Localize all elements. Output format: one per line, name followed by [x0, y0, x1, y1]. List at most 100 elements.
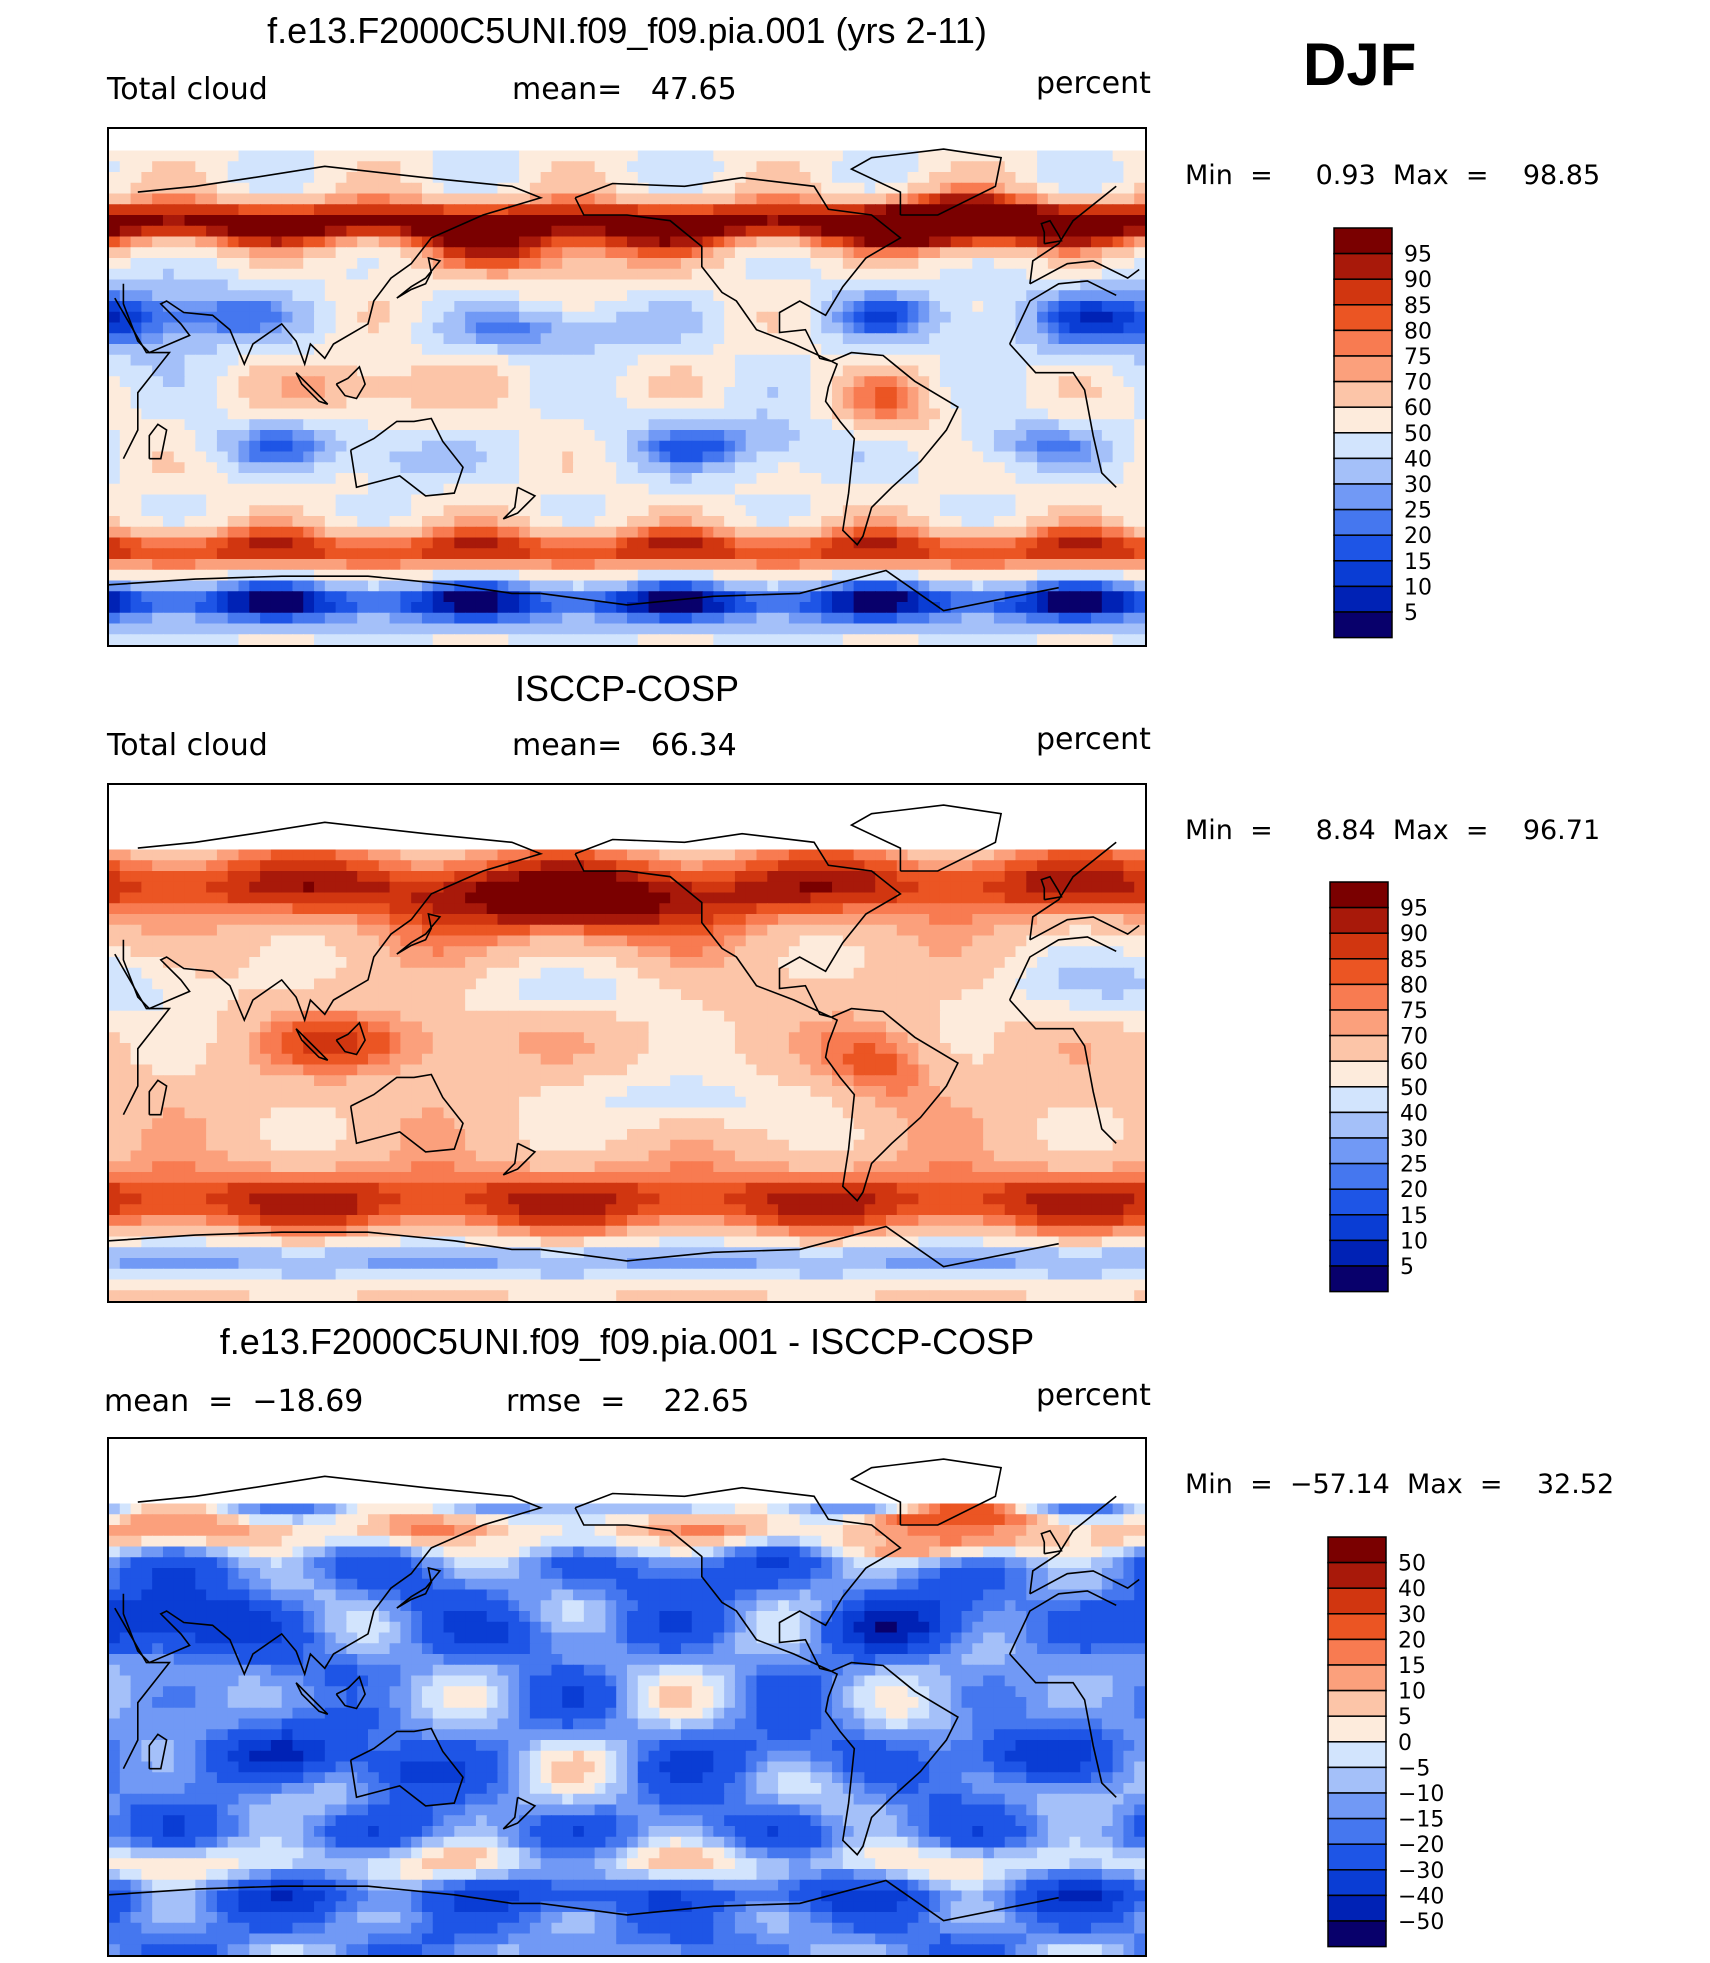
field-cell	[421, 569, 434, 582]
field-cell	[767, 182, 779, 195]
field-cell	[1123, 182, 1135, 195]
field-cell	[724, 344, 736, 356]
field-cell	[583, 569, 596, 582]
field-cell	[983, 483, 995, 496]
field-cell	[756, 516, 768, 528]
field-cell	[475, 301, 488, 313]
field-cell	[950, 548, 963, 560]
field-cell	[1069, 408, 1081, 420]
field-cell	[335, 483, 348, 496]
field-cell	[939, 344, 952, 356]
field-cell	[907, 419, 919, 431]
field-cell	[400, 612, 412, 625]
field-cell	[961, 387, 973, 399]
field-cell	[1080, 526, 1092, 539]
field-cell	[745, 193, 758, 205]
field-cell	[778, 225, 790, 238]
field-cell	[799, 419, 812, 431]
field-cell	[314, 204, 326, 216]
field-cell	[335, 322, 348, 334]
field-cell	[1037, 301, 1049, 313]
field-cell	[907, 892, 919, 904]
field-cell	[670, 634, 682, 645]
field-cell	[594, 451, 607, 463]
field-cell	[1015, 860, 1027, 872]
field-cell	[832, 559, 844, 571]
field-cell	[141, 473, 153, 485]
field-cell	[357, 559, 369, 571]
field-cell	[691, 516, 704, 528]
field-cell	[540, 344, 553, 356]
field-cell	[929, 483, 941, 496]
field-cell	[756, 526, 768, 539]
field-cell	[109, 892, 121, 904]
field-cell	[292, 526, 304, 539]
field-cell	[216, 172, 229, 184]
field-cell	[648, 634, 660, 645]
field-cell	[162, 634, 175, 645]
field-cell	[853, 505, 866, 517]
field-cell	[475, 494, 488, 506]
field-cell	[918, 311, 930, 324]
field-cell	[1026, 612, 1038, 625]
field-cell	[983, 602, 995, 614]
field-cell	[1123, 494, 1135, 506]
field-cell	[972, 559, 984, 571]
field-cell	[1058, 634, 1071, 645]
field-cell	[270, 537, 283, 549]
field-cell	[497, 172, 509, 184]
field-cell	[292, 892, 304, 904]
field-cell	[432, 892, 445, 904]
field-cell	[389, 451, 401, 463]
field-cell	[292, 215, 304, 227]
field-cell	[389, 354, 401, 367]
field-cell	[1047, 569, 1060, 582]
field-cell	[130, 408, 142, 420]
field-cell	[799, 849, 812, 861]
field-cell	[788, 537, 801, 549]
field-cell	[562, 580, 574, 592]
field-cell	[972, 526, 984, 539]
field-cell	[227, 268, 240, 281]
field-cell	[314, 634, 326, 645]
field-cell	[724, 451, 736, 463]
field-cell	[195, 462, 207, 474]
field-cell	[1123, 279, 1135, 291]
field-cell	[939, 591, 952, 603]
field-cell	[691, 451, 704, 463]
field-cell	[1080, 419, 1092, 431]
field-cell	[864, 311, 876, 324]
field-cell	[173, 397, 186, 410]
field-cell	[713, 881, 725, 894]
field-cell	[432, 182, 445, 195]
field-cell	[119, 860, 132, 872]
field-cell	[421, 161, 434, 173]
field-cell	[1112, 354, 1125, 367]
field-cell	[993, 548, 1006, 560]
field-cell	[864, 258, 876, 270]
field-cell	[1112, 569, 1125, 582]
field-cell	[972, 612, 984, 625]
field-cell	[238, 559, 250, 571]
field-cell	[1069, 172, 1081, 184]
field-cell	[357, 580, 369, 592]
field-cell	[551, 860, 563, 872]
field-cell	[680, 182, 693, 195]
field-cell	[206, 494, 218, 506]
field-cell	[303, 204, 315, 216]
field-cell	[206, 247, 218, 259]
field-cell	[475, 161, 488, 173]
field-cell	[724, 279, 736, 291]
field-cell	[400, 387, 412, 399]
field-cell	[227, 903, 240, 915]
field-cell	[432, 430, 445, 442]
field-cell	[842, 871, 855, 883]
field-cell	[810, 494, 822, 506]
field-cell	[1123, 333, 1135, 345]
field-cell	[475, 483, 488, 496]
field-cell	[411, 322, 423, 334]
field-cell	[594, 290, 607, 302]
field-cell	[616, 290, 628, 302]
field-cell	[378, 290, 391, 302]
field-cell	[1015, 193, 1027, 205]
